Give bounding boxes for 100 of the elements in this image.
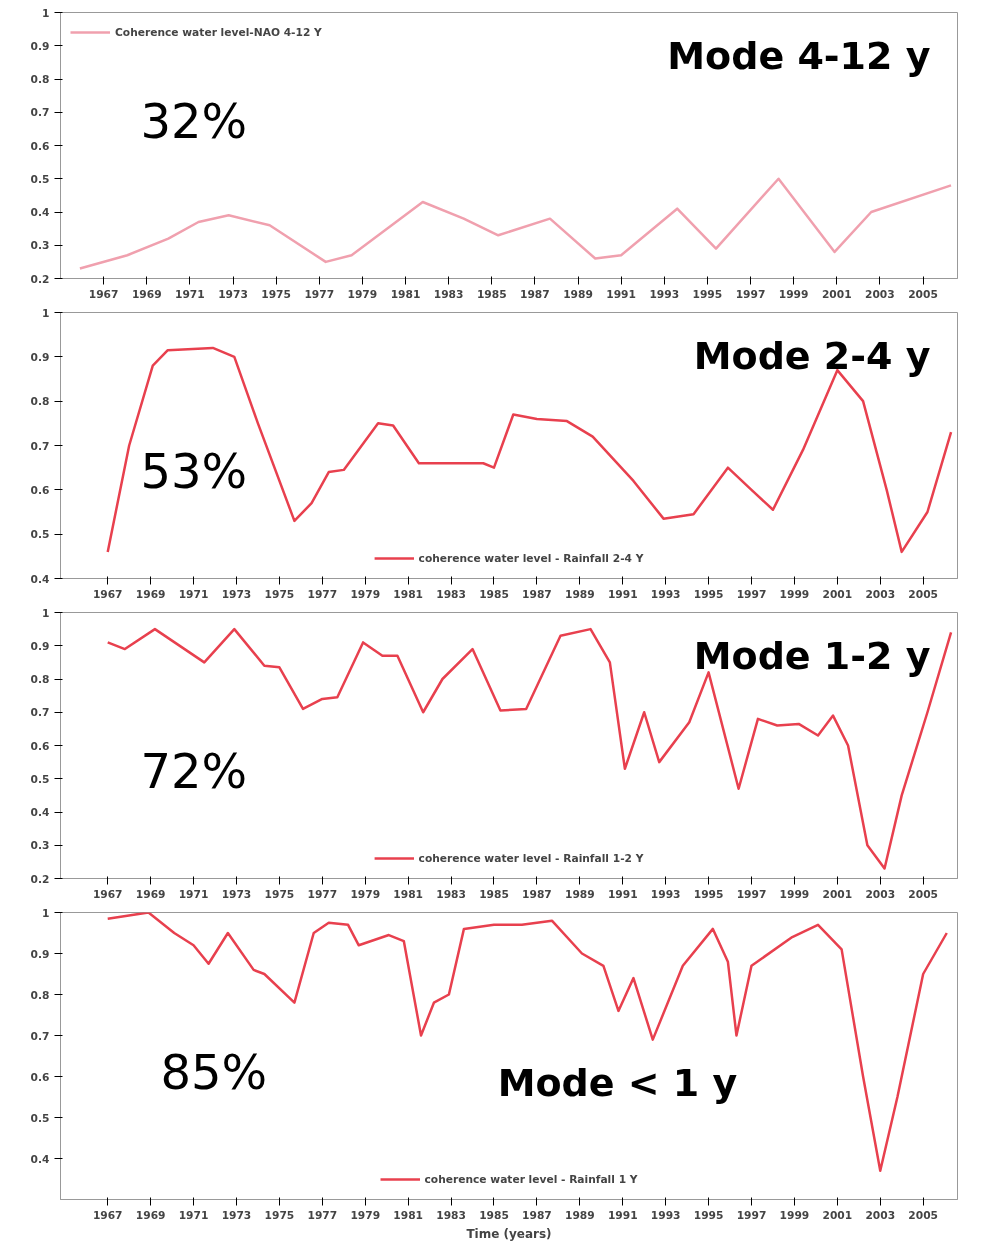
legend-label: coherence water level - Rainfall 1 Y — [424, 1172, 638, 1186]
x-tick-label: 1989 — [564, 1208, 595, 1222]
y-tick-label: 0.6 — [30, 483, 50, 497]
y-tick-label: 0.9 — [30, 947, 50, 961]
x-tick-label: 1971 — [178, 887, 209, 901]
y-tick-label: 0.9 — [30, 350, 50, 364]
y-tick-label: 0.8 — [30, 673, 50, 686]
x-tick-label: 1993 — [650, 887, 681, 901]
annotation: Mode < 1 y — [497, 1060, 738, 1105]
legend-label: coherence water level - Rainfall 1-2 Y — [418, 851, 644, 865]
y-tick-label: 0.9 — [30, 39, 50, 53]
x-tick-label: 1999 — [779, 587, 810, 601]
annotation: 85% — [160, 1043, 268, 1100]
x-tick-label: 1989 — [563, 287, 593, 301]
y-tick-label: 0.5 — [30, 772, 50, 786]
x-tick-label: 1981 — [393, 1208, 423, 1222]
x-tick-label: 1999 — [779, 1208, 810, 1222]
x-tick-label: 1967 — [92, 1208, 123, 1222]
x-tick-label: 1977 — [307, 587, 338, 601]
x-tick-label: 1967 — [88, 287, 119, 301]
x-tick-label: 1967 — [92, 587, 123, 601]
x-tick-label: 1981 — [393, 587, 423, 601]
y-tick-label: 0.2 — [30, 272, 50, 286]
x-tick-label: 1979 — [350, 887, 381, 901]
x-tick-label: 2005 — [908, 1208, 939, 1222]
x-tick-label: 2005 — [908, 887, 939, 901]
x-tick-label: 1991 — [606, 287, 636, 301]
legend-label: Coherence water level-NAO 4-12 Y — [115, 25, 322, 39]
x-tick-label: 1983 — [436, 1208, 466, 1222]
x-tick-label: 1991 — [607, 1208, 638, 1222]
x-tick-label: 1983 — [436, 587, 466, 601]
x-tick-label: 1969 — [131, 287, 162, 301]
x-tick-label: 1969 — [135, 1208, 166, 1222]
x-tick-label: 1977 — [307, 887, 338, 901]
y-tick-label: 0.5 — [30, 1111, 50, 1125]
annotation: 72% — [140, 742, 248, 799]
x-tick-label: 1981 — [390, 287, 421, 301]
x-tick-label: 1979 — [347, 287, 378, 301]
x-tick-label: 2001 — [822, 1208, 853, 1222]
y-tick-label: 0.7 — [30, 106, 50, 120]
x-tick-label: 1997 — [735, 287, 766, 301]
x-tick-label: 1973 — [221, 1208, 252, 1222]
y-tick-label: 0.5 — [30, 528, 50, 542]
x-tick-label: 1983 — [436, 887, 466, 901]
x-tick-label: 1999 — [778, 287, 809, 301]
x-tick-label: 1969 — [135, 887, 166, 901]
x-tick-label: 1987 — [522, 1208, 552, 1222]
y-tick-label: 0.8 — [30, 395, 50, 409]
x-tick-label: 2005 — [908, 587, 939, 601]
line-series — [106, 627, 953, 870]
x-tick-label: 2001 — [822, 887, 853, 901]
y-tick-label: 0.7 — [30, 1029, 50, 1043]
x-tick-label: 1969 — [135, 587, 166, 601]
x-tick-label: 2001 — [822, 587, 853, 601]
y-tick-label: 1 — [42, 6, 50, 20]
x-tick-label: 1991 — [607, 587, 638, 601]
x-tick-label: 1985 — [479, 587, 509, 601]
x-tick-label: 2003 — [865, 587, 896, 601]
x-tick-label: 1975 — [264, 587, 295, 601]
y-tick-label: 1 — [42, 906, 50, 920]
annotation: 32% — [140, 92, 248, 149]
y-tick-label: 0.2 — [30, 872, 50, 886]
x-tick-label: 2003 — [865, 287, 895, 301]
y-tick-label: 0.7 — [30, 706, 50, 720]
y-tick-label: 1 — [42, 606, 50, 620]
x-tick-label: 1995 — [693, 587, 724, 601]
y-tick-label: 0.4 — [30, 1152, 50, 1166]
y-tick-label: 0.4 — [30, 206, 50, 219]
x-tick-label: 1997 — [736, 1208, 767, 1222]
y-tick-label: 0.6 — [30, 139, 50, 153]
x-tick-label: 1999 — [779, 887, 810, 901]
annotation: 53% — [140, 442, 248, 499]
x-tick-label: 1967 — [92, 887, 123, 901]
x-tick-label: 1977 — [307, 1208, 338, 1222]
x-tick-label: 1989 — [564, 887, 595, 901]
x-tick-label: 1987 — [522, 587, 552, 601]
legend-label: coherence water level - Rainfall 2-4 Y — [418, 551, 644, 565]
x-tick-label: 1995 — [693, 887, 724, 901]
x-tick-label: 1971 — [178, 587, 209, 601]
x-tick-label: 1993 — [649, 287, 680, 301]
x-tick-label: 1973 — [221, 887, 252, 901]
x-tick-label: 1995 — [693, 1208, 724, 1222]
x-tick-label: 1975 — [264, 1208, 295, 1222]
y-tick-label: 0.8 — [30, 73, 50, 86]
y-tick-label: 0.3 — [30, 239, 50, 253]
x-tick-label: 1987 — [520, 287, 550, 301]
annotation: Mode 4-12 y — [667, 33, 931, 78]
x-axis-title: Time (years) — [466, 1226, 552, 1241]
y-tick-label: 0.6 — [30, 739, 50, 753]
x-tick-label: 1975 — [261, 287, 291, 301]
x-tick-label: 1977 — [304, 287, 335, 301]
x-tick-label: 1971 — [175, 287, 205, 301]
y-tick-label: 0.9 — [30, 639, 50, 653]
x-tick-label: 1973 — [221, 587, 252, 601]
x-tick-label: 1973 — [218, 287, 248, 301]
line-series — [106, 912, 949, 1173]
x-tick-label: 1981 — [393, 887, 423, 901]
x-tick-label: 1979 — [350, 587, 381, 601]
x-tick-label: 2005 — [908, 287, 938, 301]
y-tick-label: 0.7 — [30, 439, 50, 453]
